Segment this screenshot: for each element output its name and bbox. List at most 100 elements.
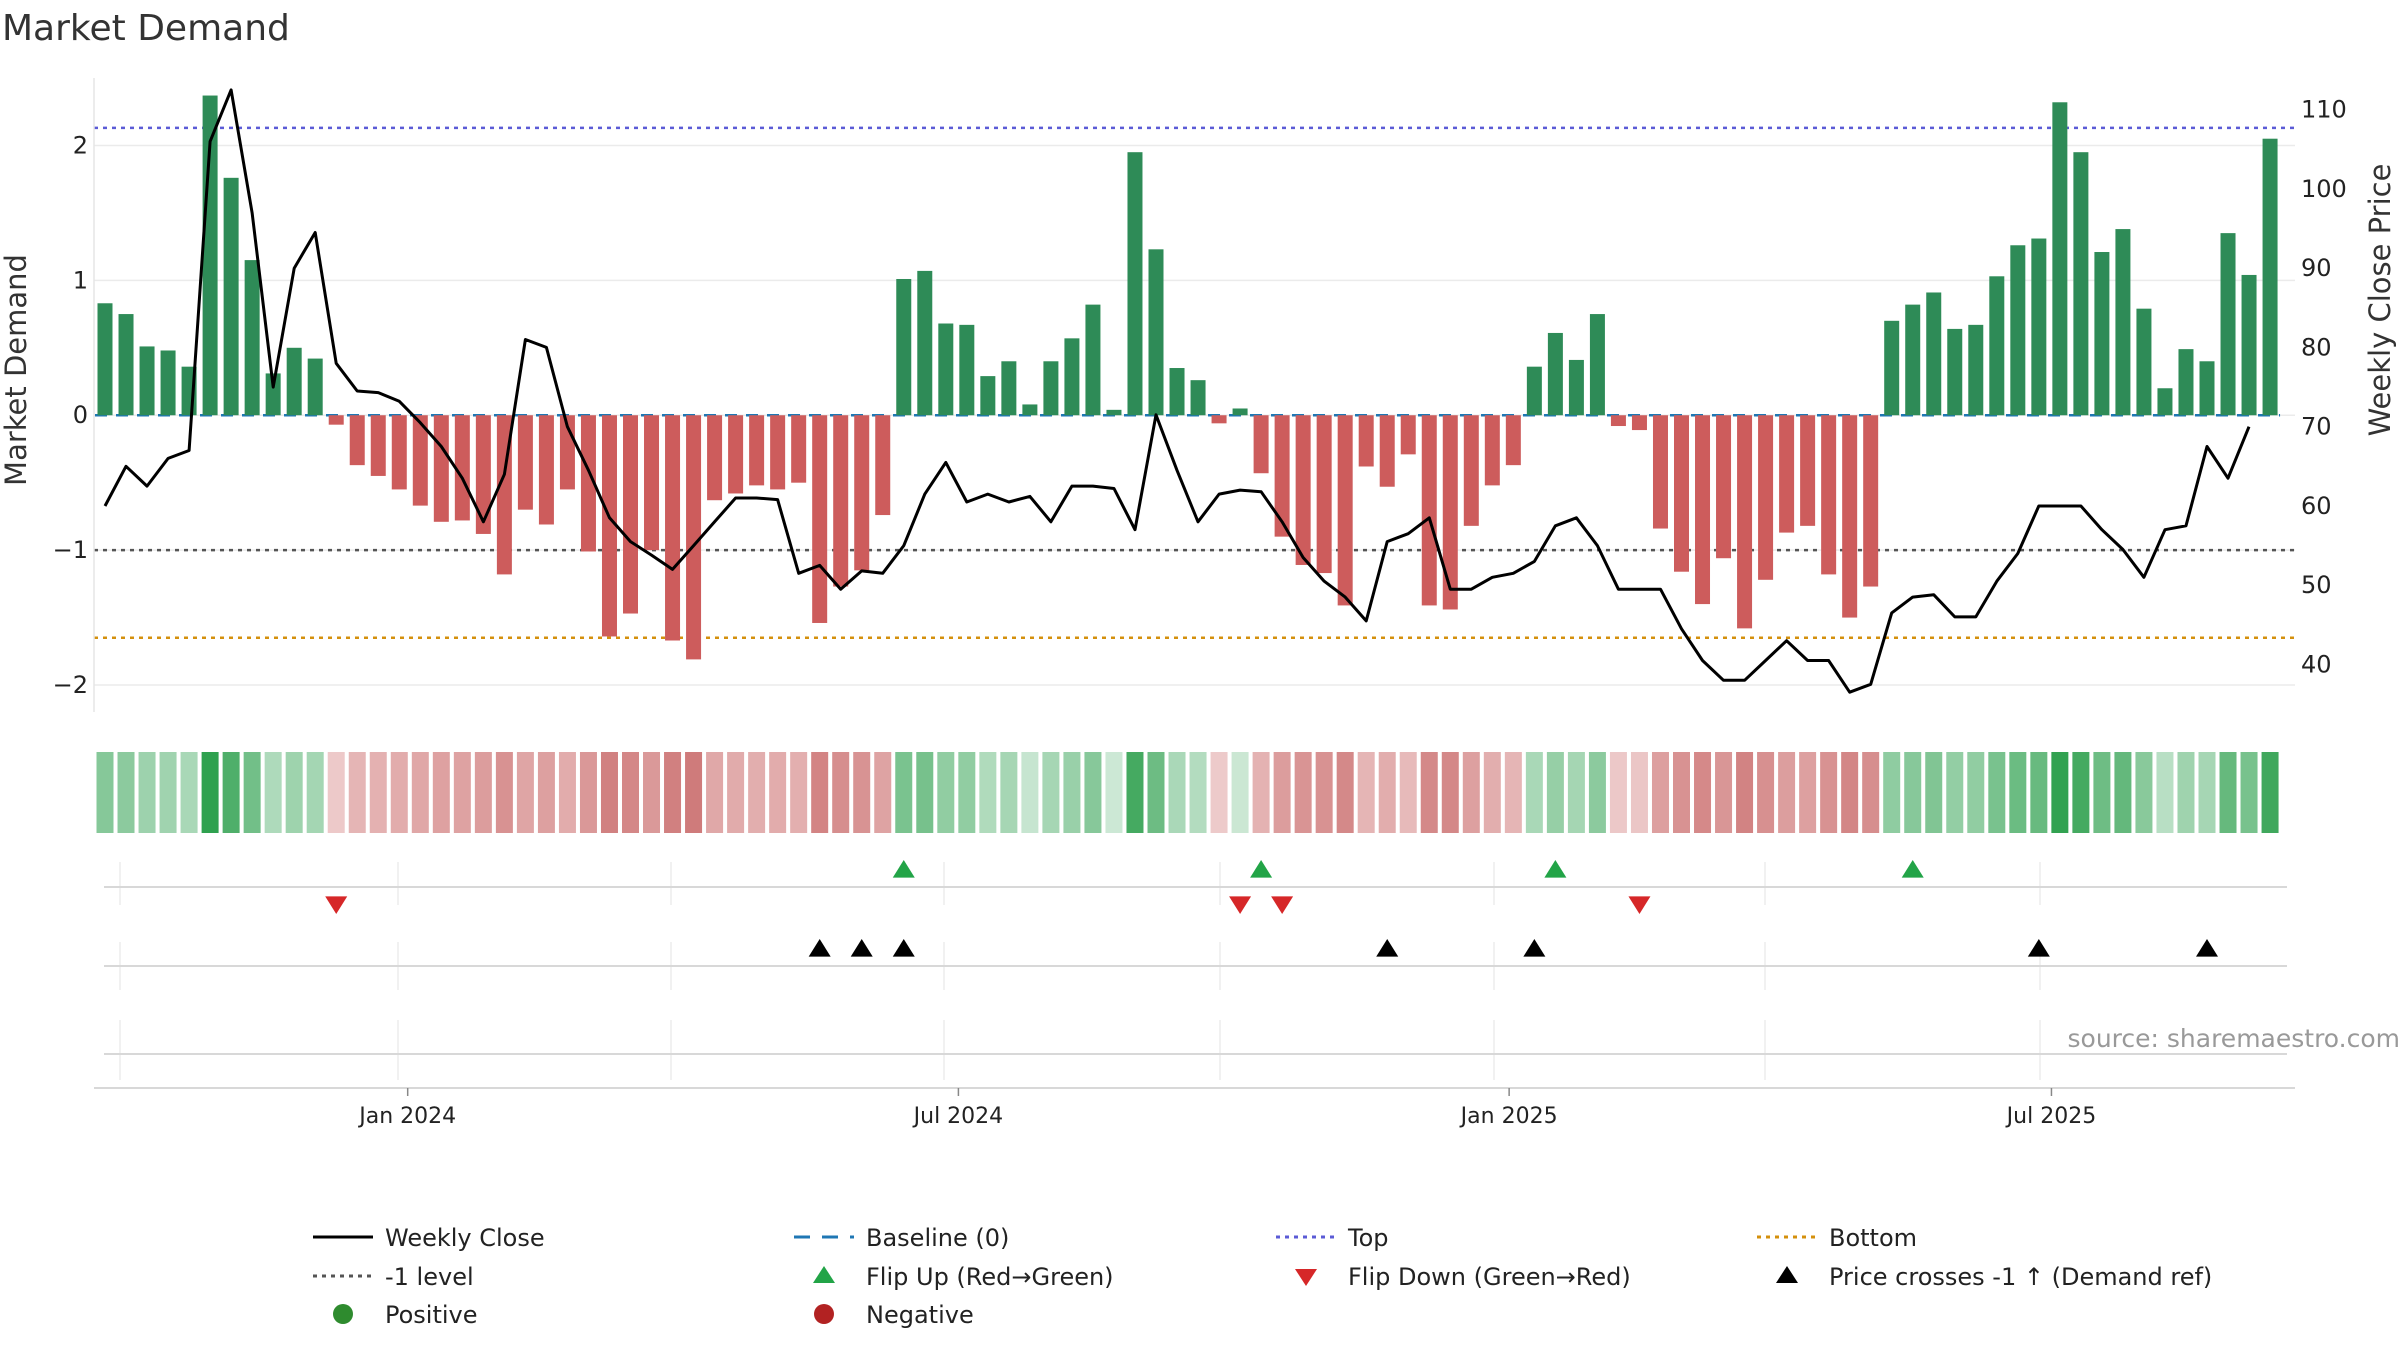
left-tick-label: 0 xyxy=(73,401,88,429)
heat-cell xyxy=(1357,752,1375,833)
demand-bar xyxy=(1547,332,1563,416)
heat-cell xyxy=(874,752,892,833)
heat-cell xyxy=(2072,752,2090,833)
heat-cell xyxy=(2156,752,2174,833)
axes: 2 1 0 −1 −2 110 100 90 80 70 60 50 40 xyxy=(53,78,2347,712)
price-cross-marker xyxy=(850,939,873,957)
demand-bar xyxy=(2157,388,2173,416)
demand-bar xyxy=(328,415,344,425)
heat-cell xyxy=(2177,752,2195,833)
demand-bar xyxy=(307,358,323,416)
heat-cell xyxy=(1694,752,1712,833)
price-cross-marker xyxy=(2196,939,2218,957)
demand-bar xyxy=(538,415,554,525)
demand-bar xyxy=(1484,415,1500,486)
demand-bar xyxy=(1400,415,1416,455)
demand-bar xyxy=(265,373,281,416)
demand-bar xyxy=(412,415,428,506)
demand-bar xyxy=(2010,245,2026,416)
heat-cell xyxy=(1000,752,1018,833)
demand-bar xyxy=(1463,415,1479,526)
heat-cell xyxy=(1252,752,1270,833)
heat-cell xyxy=(1820,752,1838,833)
right-tick-label: 40 xyxy=(2301,650,2332,678)
demand-bar xyxy=(1127,152,1143,416)
demand-bar xyxy=(1274,415,1290,537)
heat-cell xyxy=(1504,752,1522,833)
demand-bar xyxy=(1779,415,1795,533)
signal-rows xyxy=(94,860,2295,1089)
demand-bar xyxy=(1716,415,1732,559)
demand-bar xyxy=(391,415,407,490)
demand-bar xyxy=(686,415,702,660)
demand-bar xyxy=(1989,276,2005,416)
heat-cell xyxy=(832,752,850,833)
demand-bar xyxy=(1316,415,1332,574)
demand-bar xyxy=(644,415,660,551)
legend-flip-up-icon xyxy=(813,1266,835,1283)
heat-cell xyxy=(516,752,534,833)
legend-item-top: Top xyxy=(1276,1224,1389,1252)
demand-bar xyxy=(749,415,765,486)
weekly-close-line xyxy=(103,88,2251,694)
demand-bar xyxy=(1526,366,1542,416)
heat-cell xyxy=(1715,752,1733,833)
heat-cell xyxy=(1378,752,1396,833)
heat-cell xyxy=(1189,752,1207,833)
heat-cell xyxy=(1967,752,1985,833)
legend-item-positive: Positive xyxy=(333,1301,478,1329)
demand-bar xyxy=(580,415,596,552)
demand-bar xyxy=(1169,368,1185,416)
demand-bar xyxy=(1947,328,1963,416)
demand-bar xyxy=(1043,361,1059,416)
demand-bar xyxy=(2073,152,2089,416)
heat-cell xyxy=(1105,752,1123,833)
heat-cell xyxy=(1441,752,1459,833)
demand-bar xyxy=(770,415,786,490)
heat-cell xyxy=(180,752,198,833)
heat-cell xyxy=(243,752,261,833)
heat-cell xyxy=(117,752,135,833)
x-tick-label: Jul 2025 xyxy=(2005,1104,2097,1129)
demand-bars xyxy=(97,95,2278,660)
legend-negative-icon xyxy=(814,1304,834,1324)
demand-bar xyxy=(1106,409,1122,416)
right-tick-label: 90 xyxy=(2301,254,2332,282)
demand-bar xyxy=(223,177,239,416)
demand-bar xyxy=(1631,415,1647,431)
demand-bar xyxy=(854,415,870,571)
heat-cell xyxy=(1567,752,1585,833)
legend-flip-down-icon xyxy=(1295,1269,1317,1286)
heat-cell xyxy=(1651,752,1669,833)
legend-label: Positive xyxy=(385,1301,478,1329)
demand-bar xyxy=(1442,415,1458,610)
flip-down-marker xyxy=(1229,896,1252,914)
heat-cell xyxy=(1778,752,1796,833)
heat-cell xyxy=(600,752,618,833)
heat-cell xyxy=(2240,752,2258,833)
demand-bar xyxy=(1295,415,1311,565)
legend-item-price-cross: Price crosses -1 ↑ (Demand ref) xyxy=(1776,1263,2212,1291)
demand-bar xyxy=(160,350,176,416)
legend-label: Negative xyxy=(866,1301,974,1329)
heat-cell xyxy=(264,752,282,833)
heat-cell xyxy=(369,752,387,833)
price-cross-marker xyxy=(2027,939,2050,957)
legend-label: Baseline (0) xyxy=(866,1224,1009,1252)
demand-bar xyxy=(2052,102,2068,416)
legend-label: Flip Down (Green→Red) xyxy=(1348,1263,1631,1291)
legend-label: Price crosses -1 ↑ (Demand ref) xyxy=(1829,1263,2212,1291)
demand-bar xyxy=(1001,361,1017,416)
demand-bar xyxy=(139,346,155,416)
demand-bar xyxy=(2178,349,2194,416)
left-tick-label: −1 xyxy=(53,536,88,564)
flip-up-marker xyxy=(1544,860,1567,878)
right-tick-label: 110 xyxy=(2301,96,2347,124)
demand-bar xyxy=(1884,320,1900,416)
heat-cell xyxy=(1862,752,1880,833)
demand-bar xyxy=(118,314,134,416)
legend-item-negative: Negative xyxy=(814,1301,974,1329)
flip-down-marker xyxy=(1628,896,1651,914)
heat-cell xyxy=(2030,752,2048,833)
heat-cell xyxy=(958,752,976,833)
